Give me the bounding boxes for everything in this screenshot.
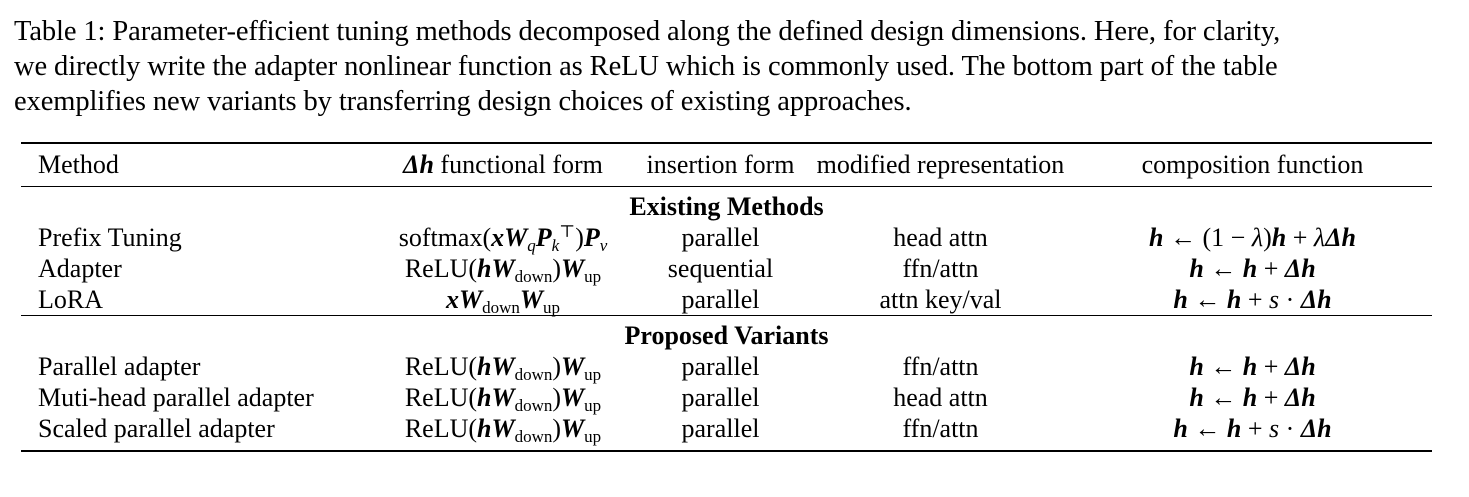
cell-insertion-form: parallel (681, 285, 760, 314)
section-title-row: Existing Methods (21, 186, 1432, 223)
caption-line: exemplifies new variants by transferring… (14, 86, 912, 117)
table-row: Prefix Tuning softmax(xWqPk⊤)Pv parallel… (21, 222, 1432, 255)
table-header-row: Method Δh functional form insertion form… (21, 143, 1432, 187)
delta-h-symbol: Δh (403, 150, 434, 179)
header-functional-form-text: functional form (433, 150, 603, 179)
cell-modified-representation: ffn/attn (902, 352, 979, 381)
cell-insertion-form: sequential (667, 254, 774, 283)
parameter-efficient-methods-table: Method Δh functional form insertion form… (21, 142, 1432, 452)
cell-modified-representation: head attn (893, 223, 988, 252)
cell-method: Scaled parallel adapter (38, 414, 275, 443)
section-title-row: Proposed Variants (21, 315, 1432, 352)
table-row: Muti-head parallel adapter ReLU(hWdown)W… (21, 382, 1432, 415)
cell-method: Adapter (38, 254, 122, 283)
caption-line: we directly write the adapter nonlinear … (14, 51, 1278, 82)
table-row: LoRA xWdownWup parallel attn key/val h ←… (21, 284, 1432, 316)
header-composition-function: composition function (1141, 150, 1364, 179)
header-modified-representation: modified representation (816, 150, 1065, 179)
cell-composition-function: h ← h + Δh (1189, 383, 1316, 412)
cell-method: Muti-head parallel adapter (38, 383, 314, 412)
cell-composition-function: h ← h + s · Δh (1173, 285, 1332, 314)
section-title: Proposed Variants (624, 321, 829, 350)
cell-modified-representation: ffn/attn (902, 414, 979, 443)
header-insertion-form: insertion form (646, 150, 795, 179)
table-caption: Table 1: Parameter-efficient tuning meth… (14, 14, 1444, 119)
section-existing-methods: Existing Methods Prefix Tuning softmax(x… (21, 186, 1432, 316)
section-title: Existing Methods (629, 192, 824, 221)
cell-method: Prefix Tuning (38, 223, 182, 252)
cell-modified-representation: attn key/val (879, 285, 1002, 314)
cell-method: LoRA (38, 285, 103, 314)
cell-functional-form: ReLU(hWdown)Wup (404, 414, 602, 446)
cell-composition-function: h ← h + Δh (1189, 254, 1316, 283)
cell-insertion-form: parallel (681, 352, 760, 381)
cell-modified-representation: head attn (893, 383, 988, 412)
section-proposed-variants: Proposed Variants Parallel adapter ReLU(… (21, 315, 1432, 451)
cell-functional-form: ReLU(hWdown)Wup (404, 383, 602, 415)
cell-functional-form: ReLU(hWdown)Wup (404, 254, 602, 286)
cell-insertion-form: parallel (681, 383, 760, 412)
cell-composition-function: h ← h + Δh (1189, 352, 1316, 381)
cell-method: Parallel adapter (38, 352, 201, 381)
table-row: Adapter ReLU(hWdown)Wup sequential ffn/a… (21, 253, 1432, 286)
cell-functional-form: ReLU(hWdown)Wup (404, 352, 602, 384)
cell-functional-form: softmax(xWqPk⊤)Pv (398, 222, 608, 255)
cell-modified-representation: ffn/attn (902, 254, 979, 283)
cell-composition-function: h ← h + s · Δh (1173, 414, 1332, 443)
header-functional-form: Δh functional form (373, 143, 633, 187)
cell-functional-form: xWdownWup (445, 285, 561, 317)
table-row: Parallel adapter ReLU(hWdown)Wup paralle… (21, 351, 1432, 384)
cell-insertion-form: parallel (681, 414, 760, 443)
cell-composition-function: h ← (1 − λ)h + λΔh (1149, 223, 1356, 252)
caption-line: Table 1: Parameter-efficient tuning meth… (14, 16, 1281, 47)
table-row: Scaled parallel adapter ReLU(hWdown)Wup … (21, 413, 1432, 451)
cell-insertion-form: parallel (681, 223, 760, 252)
header-method: Method (38, 150, 119, 179)
